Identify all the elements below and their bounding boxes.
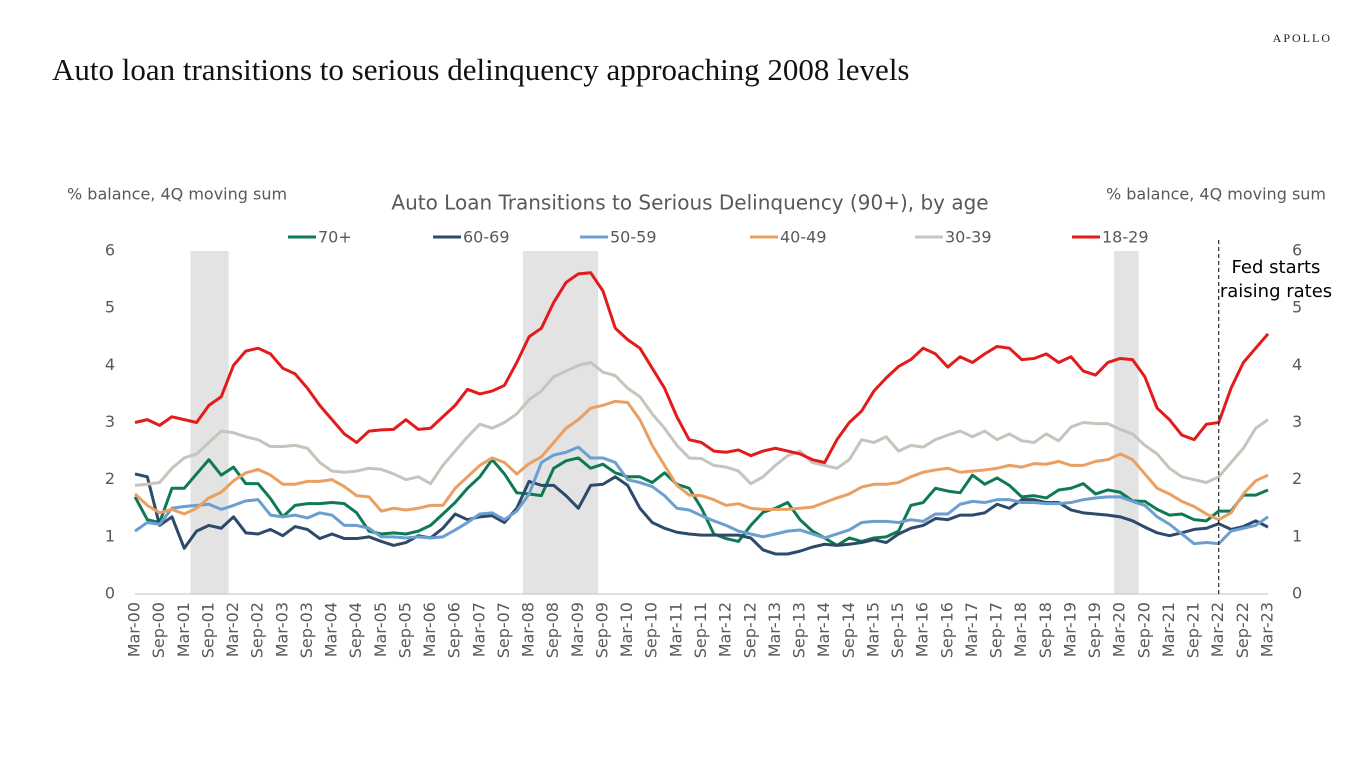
x-tick-label: Sep-04 [346, 602, 365, 658]
x-tick-label: Mar-23 [1258, 602, 1277, 657]
x-tick-label: Sep-08 [543, 602, 562, 658]
legend-label: 70+ [318, 228, 352, 247]
x-tick-label: Sep-22 [1233, 602, 1252, 658]
y-tick-label: 5 [105, 298, 115, 317]
y2-axis-label: % balance, 4Q moving sum [1106, 185, 1326, 204]
y-tick-label: 1 [105, 526, 115, 545]
x-tick-label: Mar-13 [765, 602, 784, 657]
y2-tick-label: 0 [1292, 584, 1302, 603]
x-tick-label: Sep-14 [839, 602, 858, 658]
x-tick-label: Mar-22 [1208, 602, 1227, 657]
y-tick-label: 0 [105, 584, 115, 603]
x-tick-label: Sep-05 [395, 602, 414, 658]
x-tick-label: Mar-05 [371, 602, 390, 657]
x-tick-label: Sep-13 [790, 602, 809, 658]
x-tick-label: Sep-07 [494, 602, 513, 658]
legend-label: 40-49 [780, 228, 827, 247]
y-tick-label: 4 [105, 355, 115, 374]
brand: APOLLO [1273, 31, 1332, 45]
y2-tick-label: 1 [1292, 526, 1302, 545]
x-tick-label: Mar-07 [469, 602, 488, 657]
y2-tick-label: 3 [1292, 412, 1302, 431]
annotation-text: raising rates [1220, 281, 1332, 302]
y2-tick-label: 2 [1292, 469, 1302, 488]
x-tick-label: Sep-21 [1184, 602, 1203, 658]
x-tick-label: Mar-10 [617, 602, 636, 657]
annotation-text: Fed starts [1232, 257, 1321, 278]
y-tick-label: 3 [105, 412, 115, 431]
x-tick-label: Sep-10 [642, 602, 661, 658]
x-tick-label: Sep-09 [592, 602, 611, 658]
x-tick-label: Sep-03 [297, 602, 316, 658]
x-tick-label: Mar-15 [863, 602, 882, 657]
legend-label: 30-39 [945, 228, 992, 247]
x-tick-label: Mar-18 [1011, 602, 1030, 657]
x-tick-label: Mar-04 [322, 602, 341, 657]
y-tick-label: 6 [105, 241, 115, 260]
x-tick-label: Sep-16 [937, 602, 956, 658]
x-tick-label: Sep-11 [691, 602, 710, 658]
x-tick-label: Mar-06 [420, 602, 439, 657]
x-tick-label: Sep-12 [740, 602, 759, 658]
series-line [133, 399, 1269, 522]
x-tick-label: Mar-14 [814, 602, 833, 657]
y-axis-label: % balance, 4Q moving sum [67, 185, 287, 204]
chart-title: Auto Loan Transitions to Serious Delinqu… [391, 191, 988, 215]
x-tick-label: Mar-00 [125, 602, 144, 657]
series-line [134, 472, 1269, 556]
x-tick-label: Sep-19 [1085, 602, 1104, 658]
x-tick-label: Mar-21 [1159, 602, 1178, 657]
x-tick-label: Sep-20 [1134, 602, 1153, 658]
x-tick-label: Sep-02 [248, 602, 267, 658]
legend-label: 18-29 [1102, 228, 1149, 247]
legend-label: 50-59 [610, 228, 657, 247]
x-tick-label: Mar-08 [519, 602, 538, 657]
legend-label: 60-69 [463, 228, 510, 247]
series-line [134, 360, 1269, 487]
series-line [133, 456, 1269, 547]
series-line [134, 271, 1270, 465]
shaded-range [1114, 251, 1139, 594]
x-tick-label: Mar-02 [223, 602, 242, 657]
y2-tick-label: 4 [1292, 355, 1302, 374]
x-tick-label: Sep-00 [149, 602, 168, 658]
y2-tick-label: 5 [1292, 298, 1302, 317]
x-tick-label: Mar-03 [272, 602, 291, 657]
x-tick-label: Mar-09 [568, 602, 587, 657]
x-tick-label: Mar-12 [716, 602, 735, 657]
x-tick-label: Sep-06 [445, 602, 464, 658]
y2-tick-label: 6 [1292, 241, 1302, 260]
x-tick-label: Mar-01 [174, 602, 193, 657]
x-tick-label: Sep-18 [1036, 602, 1055, 658]
x-tick-label: Mar-20 [1110, 602, 1129, 657]
shaded-range [522, 251, 599, 594]
x-tick-label: Mar-11 [666, 602, 685, 657]
series-line [134, 445, 1269, 546]
headline: Auto loan transitions to serious delinqu… [52, 52, 910, 87]
x-tick-label: Sep-15 [888, 602, 907, 658]
x-tick-label: Sep-01 [198, 602, 217, 658]
y-tick-label: 2 [105, 469, 115, 488]
x-tick-label: Mar-19 [1060, 602, 1079, 657]
x-tick-label: Mar-16 [913, 602, 932, 657]
x-tick-label: Mar-17 [962, 602, 981, 657]
x-tick-label: Sep-17 [987, 602, 1006, 658]
